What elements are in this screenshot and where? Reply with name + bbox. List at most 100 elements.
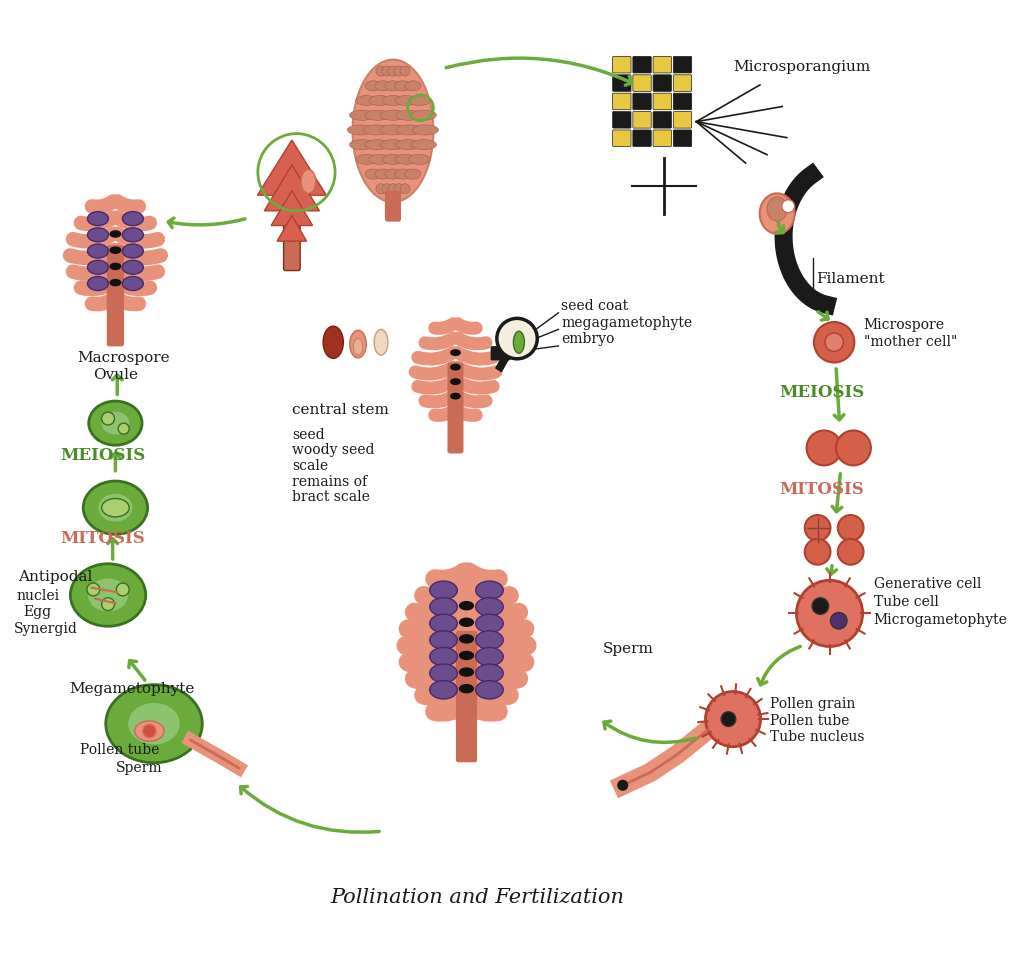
FancyArrowPatch shape: [435, 411, 454, 415]
FancyArrowPatch shape: [458, 396, 486, 402]
Circle shape: [117, 583, 129, 596]
FancyArrowPatch shape: [418, 352, 454, 359]
Ellipse shape: [355, 95, 378, 106]
FancyArrowPatch shape: [469, 572, 499, 580]
Ellipse shape: [111, 231, 121, 237]
Ellipse shape: [395, 81, 411, 91]
Ellipse shape: [760, 194, 795, 234]
Polygon shape: [264, 165, 319, 211]
FancyBboxPatch shape: [457, 632, 476, 762]
Ellipse shape: [396, 125, 422, 135]
Ellipse shape: [404, 169, 421, 179]
Text: Microsporangium: Microsporangium: [733, 60, 870, 74]
Ellipse shape: [87, 276, 109, 291]
Ellipse shape: [127, 702, 180, 745]
Ellipse shape: [460, 651, 473, 660]
Ellipse shape: [460, 668, 473, 676]
FancyBboxPatch shape: [653, 75, 672, 91]
Text: MITOSIS: MITOSIS: [779, 481, 864, 498]
FancyArrowPatch shape: [118, 299, 139, 304]
FancyBboxPatch shape: [633, 93, 651, 110]
Ellipse shape: [385, 81, 401, 91]
Ellipse shape: [324, 326, 343, 358]
Ellipse shape: [380, 125, 407, 135]
Ellipse shape: [460, 602, 473, 610]
Ellipse shape: [382, 154, 403, 165]
Text: scale: scale: [292, 459, 328, 473]
Ellipse shape: [123, 244, 143, 258]
Ellipse shape: [380, 140, 406, 149]
Ellipse shape: [476, 681, 503, 699]
Ellipse shape: [376, 66, 386, 76]
Ellipse shape: [380, 110, 406, 120]
FancyArrowPatch shape: [73, 266, 113, 273]
Text: Tube nucleus: Tube nucleus: [770, 730, 864, 744]
Ellipse shape: [83, 482, 147, 534]
Circle shape: [721, 712, 736, 726]
Ellipse shape: [430, 664, 458, 683]
Ellipse shape: [301, 169, 315, 194]
Ellipse shape: [400, 66, 410, 76]
FancyArrowPatch shape: [424, 688, 464, 697]
Ellipse shape: [430, 631, 458, 649]
Ellipse shape: [89, 401, 142, 445]
Text: woody seed: woody seed: [292, 443, 375, 457]
Ellipse shape: [87, 260, 109, 274]
FancyArrowPatch shape: [469, 688, 509, 697]
FancyArrowPatch shape: [81, 218, 113, 224]
Text: central stem: central stem: [292, 403, 389, 417]
FancyArrowPatch shape: [458, 381, 494, 388]
Circle shape: [101, 412, 115, 425]
FancyBboxPatch shape: [653, 57, 672, 73]
FancyBboxPatch shape: [612, 75, 631, 91]
FancyArrowPatch shape: [424, 588, 464, 597]
FancyArrowPatch shape: [458, 324, 476, 328]
Circle shape: [706, 691, 761, 746]
FancyArrowPatch shape: [118, 234, 158, 242]
Text: Ovule: Ovule: [93, 368, 138, 382]
FancyArrowPatch shape: [435, 572, 464, 580]
Circle shape: [781, 199, 795, 213]
Text: MEIOSIS: MEIOSIS: [779, 384, 864, 402]
Ellipse shape: [451, 378, 460, 384]
Circle shape: [807, 430, 842, 465]
Text: Filament: Filament: [816, 272, 885, 285]
FancyBboxPatch shape: [633, 112, 651, 128]
FancyArrowPatch shape: [469, 588, 509, 597]
Ellipse shape: [364, 125, 390, 135]
Text: Tube cell: Tube cell: [873, 595, 939, 609]
Ellipse shape: [430, 581, 458, 599]
Ellipse shape: [430, 681, 458, 699]
FancyBboxPatch shape: [386, 192, 400, 221]
Ellipse shape: [349, 140, 375, 149]
FancyArrowPatch shape: [415, 605, 464, 614]
FancyArrowPatch shape: [469, 605, 518, 614]
Ellipse shape: [123, 212, 143, 225]
FancyBboxPatch shape: [449, 363, 463, 453]
Ellipse shape: [376, 184, 386, 194]
Ellipse shape: [460, 685, 473, 692]
FancyBboxPatch shape: [653, 93, 672, 110]
Text: Microspore: Microspore: [863, 319, 944, 332]
Ellipse shape: [123, 228, 143, 242]
FancyArrowPatch shape: [406, 638, 464, 649]
Ellipse shape: [451, 394, 460, 399]
Circle shape: [830, 612, 847, 629]
Text: megagametophyte: megagametophyte: [561, 316, 692, 329]
Ellipse shape: [365, 81, 381, 91]
FancyArrowPatch shape: [425, 396, 454, 402]
Text: "mother cell": "mother cell": [863, 335, 956, 349]
Ellipse shape: [388, 66, 398, 76]
FancyArrowPatch shape: [118, 250, 161, 258]
Ellipse shape: [513, 331, 524, 353]
Text: seed: seed: [292, 428, 325, 442]
Ellipse shape: [100, 411, 130, 435]
Ellipse shape: [395, 154, 417, 165]
Ellipse shape: [350, 330, 367, 358]
Text: Pollen tube: Pollen tube: [81, 743, 160, 757]
FancyArrowPatch shape: [425, 338, 454, 344]
FancyArrowPatch shape: [118, 266, 158, 273]
Text: Egg: Egg: [24, 605, 51, 619]
FancyArrowPatch shape: [469, 705, 499, 713]
FancyArrowPatch shape: [469, 655, 525, 665]
